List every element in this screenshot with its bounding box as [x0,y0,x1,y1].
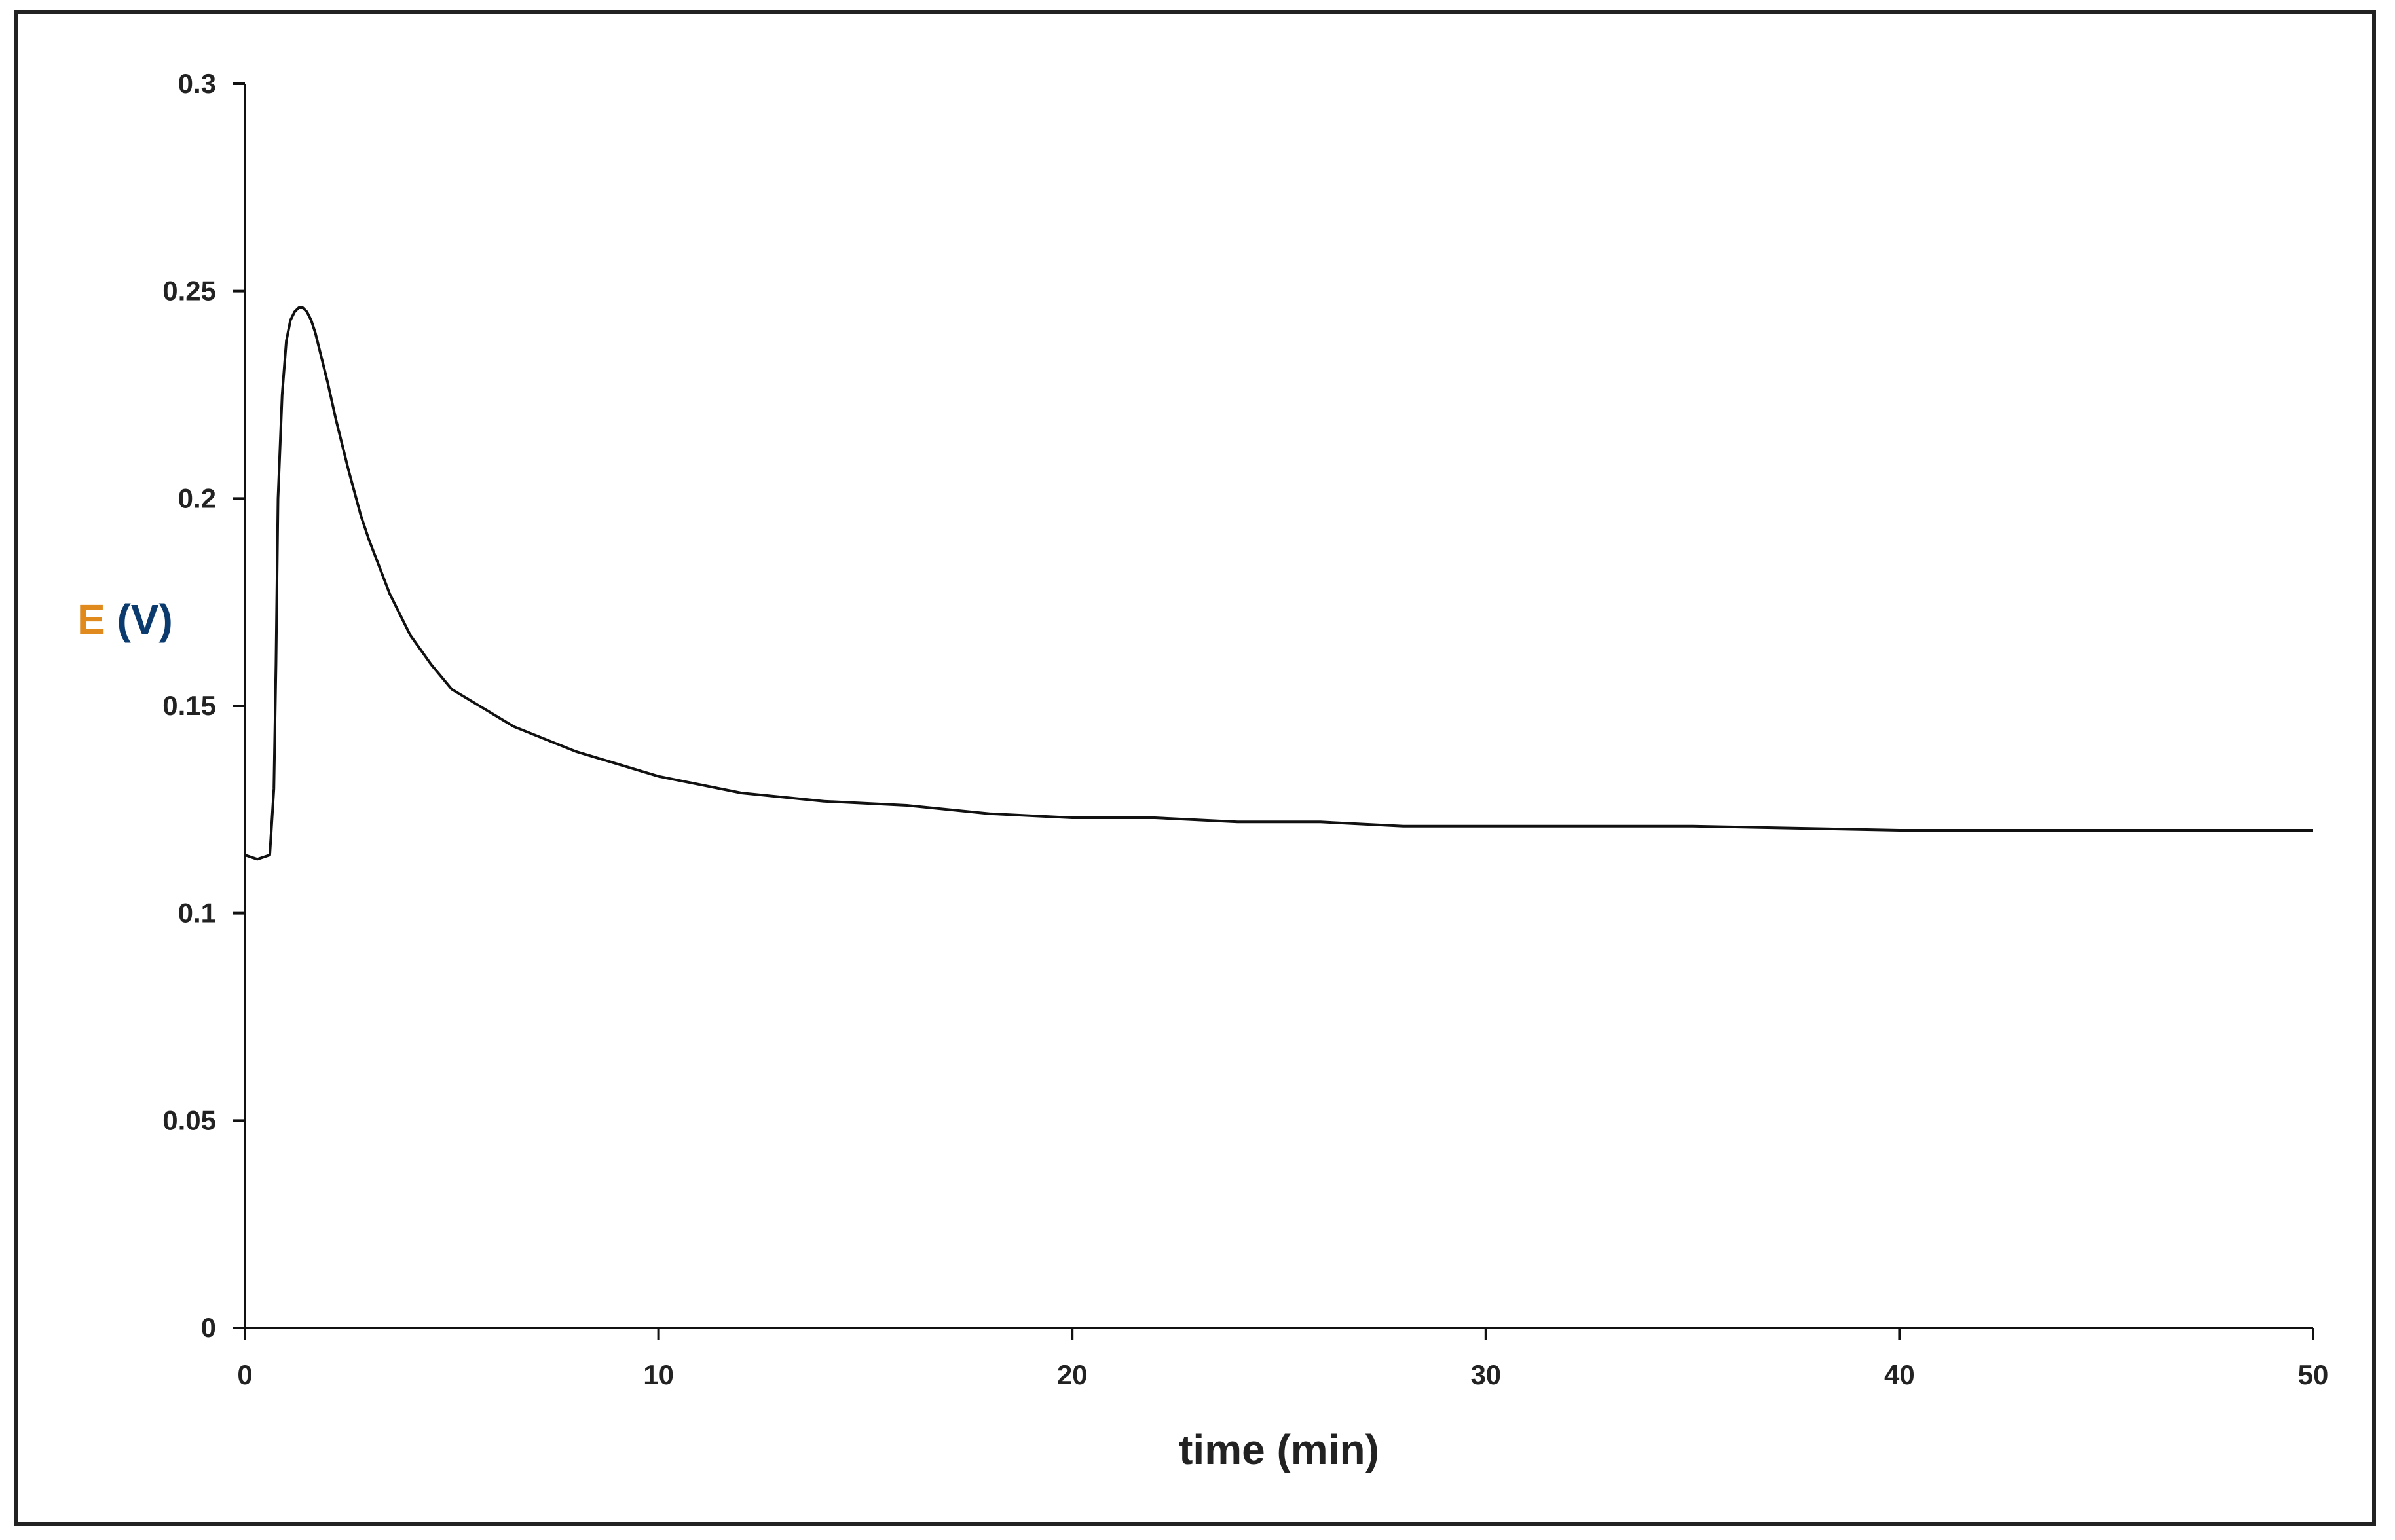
chart-frame [14,10,2376,1526]
y-axis-title: E (V) [77,596,173,643]
y-axis: 0 0.05 0.1 0.15 0.2 0.25 0.3 [162,68,246,1343]
x-tick-label: 20 [1057,1359,1088,1390]
x-tick-label: 50 [2298,1359,2329,1390]
y-axis-title-symbol: E [77,596,105,643]
x-axis: 0 10 20 30 40 50 [237,1327,2329,1390]
x-tick-label: 30 [1470,1359,1501,1390]
series-group [244,306,2313,861]
y-tick-label: 0.1 [178,898,216,928]
series-line-0 [244,306,2313,861]
x-tick-label: 40 [1884,1359,1915,1390]
y-tick-label: 0 [201,1312,216,1343]
x-axis-title: time (min) [1179,1426,1379,1473]
y-tick-label: 0.3 [178,68,216,99]
x-tick-label: 0 [237,1359,252,1390]
y-tick-label: 0.05 [162,1105,216,1135]
y-axis-title-unit: (V) [105,596,173,643]
x-tick-label: 10 [643,1359,674,1390]
y-tick-label: 0.15 [162,690,216,721]
y-tick-label: 0.2 [178,483,216,513]
y-tick-label: 0.25 [162,276,216,306]
